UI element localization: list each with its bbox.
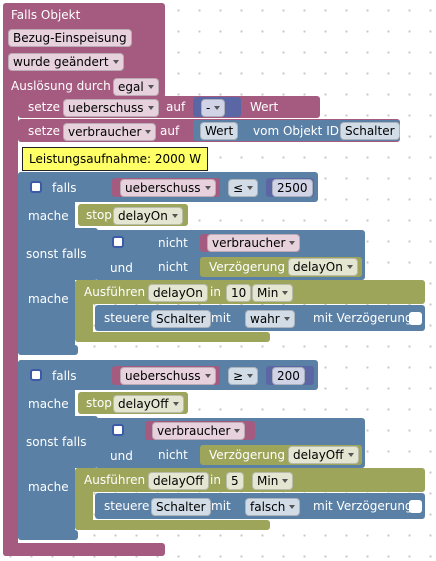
field: Wert	[200, 122, 239, 140]
else-if-label: sonst falls	[26, 435, 87, 449]
comment: Leistungsaufnahme: 2000 W	[22, 147, 209, 171]
do-label: mache	[28, 480, 69, 494]
do-label: mache	[28, 292, 69, 306]
timer-dropdown[interactable]: delayOn	[288, 258, 358, 276]
operator-dropdown[interactable]: ≤	[228, 179, 259, 197]
block-label: auf	[166, 100, 186, 114]
not-label: nicht	[158, 236, 188, 250]
block-label: Verzögerung	[209, 260, 285, 274]
if-bottom	[18, 345, 78, 355]
if-row	[18, 416, 98, 468]
value-block	[241, 97, 320, 117]
timer-field: delayOff	[148, 472, 209, 490]
timeout-block	[75, 468, 425, 492]
cause-label: Auslösung durch	[11, 79, 111, 93]
block-label: auf	[160, 124, 180, 138]
block-label: Wert	[250, 100, 279, 114]
timeout-bottom	[75, 520, 270, 530]
variable-dropdown[interactable]: verbraucher	[152, 422, 246, 440]
block-label: Verzögerung	[209, 448, 285, 462]
if-row	[18, 228, 98, 280]
block-label: Ausführen	[84, 285, 146, 299]
variable-dropdown[interactable]: ueberschuss	[63, 99, 159, 117]
event-title: Falls Objekt	[11, 8, 81, 22]
unit-dropdown[interactable]: Min	[252, 472, 294, 490]
block-label: mit Verzögerung	[313, 311, 413, 325]
delay-checkbox[interactable]	[409, 312, 422, 325]
block-label: mit Verzögerung	[313, 499, 413, 513]
unit-dropdown[interactable]: Min	[252, 284, 294, 302]
operator-dropdown[interactable]: ≥	[228, 367, 259, 385]
block-label: in	[210, 285, 221, 299]
gear-icon	[30, 181, 42, 193]
block-label: Ausführen	[84, 473, 146, 487]
block-label: vom Objekt ID	[253, 124, 339, 138]
if-label: falls	[52, 181, 77, 195]
variable-dropdown[interactable]: ueberschuss	[120, 367, 216, 385]
if-label: falls	[52, 369, 77, 383]
variable-dropdown[interactable]: verbraucher	[63, 123, 157, 141]
amount-field: 5	[226, 472, 244, 490]
number-field: 200	[272, 367, 305, 385]
timeout-spine	[75, 280, 93, 342]
do-label: mache	[28, 209, 69, 223]
gear-icon	[112, 236, 124, 248]
and-label: und	[110, 449, 133, 463]
event-bottom	[3, 543, 165, 556]
block-label: mit	[211, 499, 231, 513]
else-if-label: sonst falls	[26, 247, 87, 261]
not-label: nicht	[158, 448, 188, 462]
cause-dropdown[interactable]: egal	[113, 78, 159, 96]
block-label: setze	[28, 100, 61, 114]
block-label: setze	[28, 124, 61, 138]
timer-dropdown[interactable]: delayOff	[113, 395, 184, 413]
block-label: stop	[86, 396, 112, 410]
variable-dropdown[interactable]: verbraucher	[207, 234, 301, 252]
block-label: mit	[211, 311, 231, 325]
object-field: Schalter	[151, 498, 211, 516]
object-field: Schalter	[151, 310, 211, 328]
value-dropdown[interactable]: falsch	[245, 498, 301, 516]
trigger-dropdown[interactable]: wurde geändert	[8, 53, 124, 71]
gear-icon	[30, 369, 42, 381]
block-label: stop	[86, 208, 112, 222]
timer-dropdown[interactable]: delayOn	[113, 207, 183, 225]
block-label: steuere	[104, 499, 150, 513]
delay-checkbox[interactable]	[409, 500, 422, 513]
timer-dropdown[interactable]: delayOff	[288, 446, 359, 464]
not-label: nicht	[158, 260, 188, 274]
if-bottom	[18, 530, 78, 540]
amount-field: 10	[226, 284, 252, 302]
variable-dropdown[interactable]: ueberschuss	[120, 179, 216, 197]
timeout-bottom	[75, 332, 270, 342]
timeout-spine	[75, 468, 93, 530]
operator-dropdown[interactable]: -	[201, 99, 226, 117]
and-label: und	[110, 261, 133, 275]
block-label: in	[210, 473, 221, 487]
timer-field: delayOn	[148, 284, 208, 302]
object-field: Schalter	[340, 122, 400, 140]
do-label: mache	[28, 397, 69, 411]
number-field: 2500	[272, 179, 313, 197]
gear-icon	[112, 424, 124, 436]
block-label: steuere	[104, 311, 150, 325]
object-field: Bezug-Einspeisung	[8, 29, 132, 47]
value-dropdown[interactable]: wahr	[245, 310, 295, 328]
event-spine	[3, 3, 18, 556]
